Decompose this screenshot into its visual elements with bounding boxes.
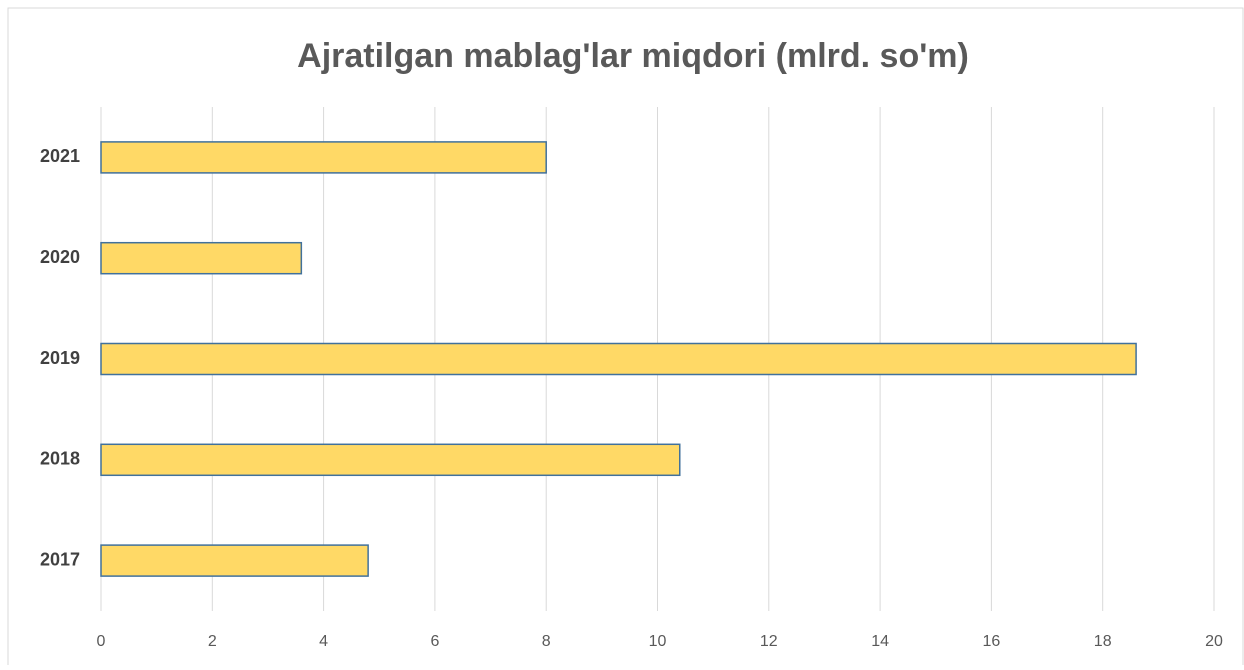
x-tick-label: 2: [208, 633, 217, 650]
x-tick-label: 10: [649, 633, 667, 650]
x-tick-label: 4: [319, 633, 328, 650]
y-tick-label: 2018: [40, 449, 80, 469]
x-tick-label: 16: [983, 633, 1001, 650]
y-tick-label: 2017: [40, 549, 80, 569]
bar: [100, 141, 547, 174]
bar: [100, 544, 369, 577]
bar: [100, 342, 1137, 376]
y-tick-label: 2019: [40, 348, 80, 368]
x-tick-label: 12: [760, 633, 778, 650]
bar: [100, 443, 681, 477]
x-tick-label: 0: [97, 633, 106, 650]
x-tick-label: 8: [542, 633, 551, 650]
chart-title: Ajratilgan mablag'lar miqdori (mlrd. so'…: [297, 37, 969, 75]
y-tick-label: 2020: [40, 247, 80, 267]
x-tick-label: 20: [1205, 633, 1223, 650]
bar: [100, 241, 303, 275]
y-tick-label: 2021: [40, 146, 80, 166]
x-tick-label: 18: [1094, 633, 1112, 650]
x-tick-label: 6: [430, 633, 439, 650]
x-tick-label: 14: [871, 633, 889, 650]
